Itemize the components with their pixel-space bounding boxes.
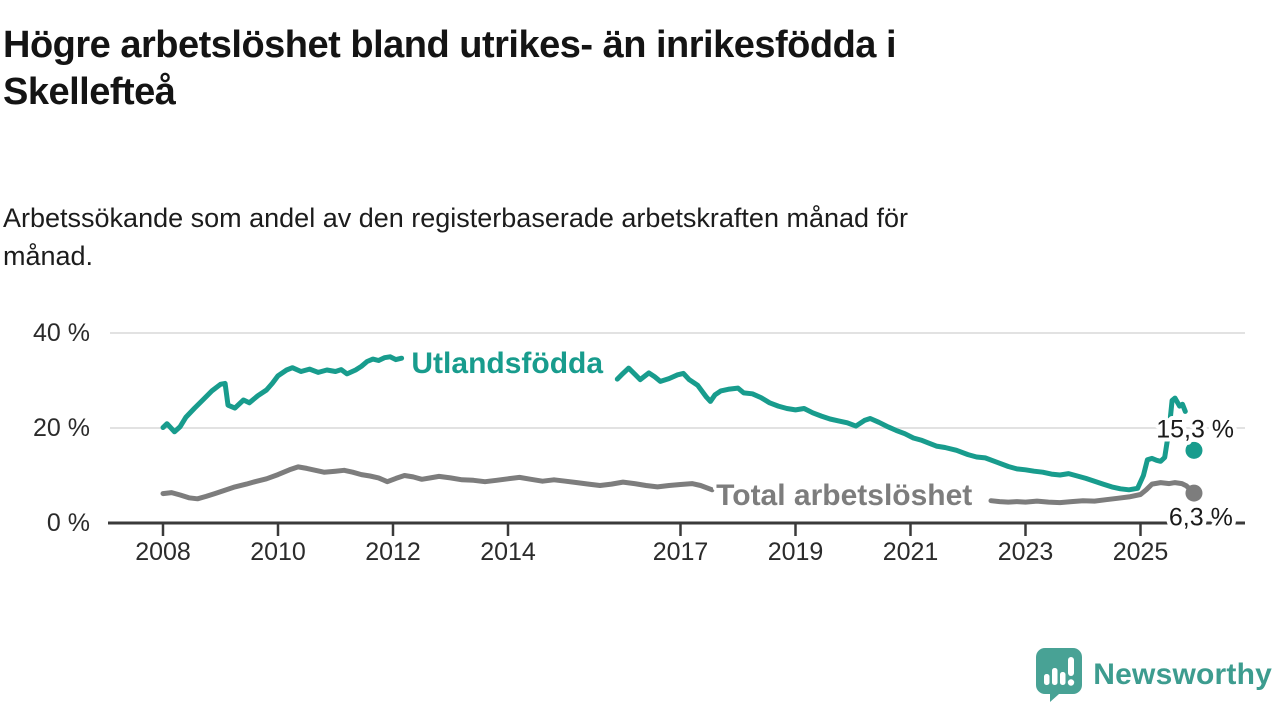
x-tick-label-2019: 2019	[768, 538, 824, 566]
series-label-total-arbetsl-shet: Total arbetslöshet	[716, 479, 972, 512]
logo-exclamation-dot	[1068, 679, 1075, 686]
chart-title-line2: Skellefteå	[3, 71, 176, 114]
x-tick-label-2012: 2012	[365, 538, 421, 566]
logo-exclamation-bar	[1068, 657, 1075, 676]
y-tick-label-20: 20 %	[33, 414, 90, 442]
chart-title-line1: Högre arbetslöshet bland utrikes- än inr…	[3, 24, 897, 66]
series-line-utlandsf-dda-2	[614, 365, 1188, 493]
newsworthy-logo-text: Newsworthy	[1093, 658, 1272, 691]
chart-subtitle: Arbetssökande som andel av den registerb…	[3, 200, 1183, 276]
series-line-utlandsf-dda-1	[160, 354, 405, 435]
series-line-total-arbetsl-shet-1	[160, 464, 715, 502]
chart-subtitle-line1: Arbetssökande som andel av den registerb…	[3, 203, 909, 233]
logo-bar-3	[1060, 672, 1066, 685]
x-tick-label-2008: 2008	[135, 538, 191, 566]
last-point-dot-utlandsf-dda	[1185, 441, 1203, 459]
newsworthy-logo: Newsworthy	[1035, 645, 1272, 705]
x-tick-label-2010: 2010	[250, 538, 306, 566]
x-tick-label-2017: 2017	[653, 538, 709, 566]
last-point-dot-total-arbetsl-shet	[1185, 484, 1203, 502]
x-tick-label-2014: 2014	[480, 538, 536, 566]
newsworthy-logo-icon	[1036, 648, 1083, 702]
last-value-label-utlandsf-dda: 15,3 %	[1156, 416, 1234, 444]
logo-bar-2	[1052, 668, 1058, 685]
x-tick-label-2025: 2025	[1113, 538, 1169, 566]
series-line-total-arbetsl-shet-2	[988, 480, 1197, 506]
x-tick-label-2023: 2023	[998, 538, 1054, 566]
logo-bubble	[1036, 648, 1083, 702]
y-tick-label-40: 40 %	[33, 319, 90, 347]
x-tick-label-2021: 2021	[883, 538, 939, 566]
y-tick-label-0: 0 %	[47, 509, 90, 537]
chart-title: Högre arbetslöshet bland utrikes- än inr…	[3, 22, 1183, 116]
logo-bar-1	[1044, 674, 1050, 685]
series-label-utlandsf-dda: Utlandsfödda	[411, 347, 603, 380]
last-value-label-total-arbetsl-shet: 6,3 %	[1169, 503, 1233, 531]
chart-subtitle-line2: månad.	[3, 240, 94, 271]
